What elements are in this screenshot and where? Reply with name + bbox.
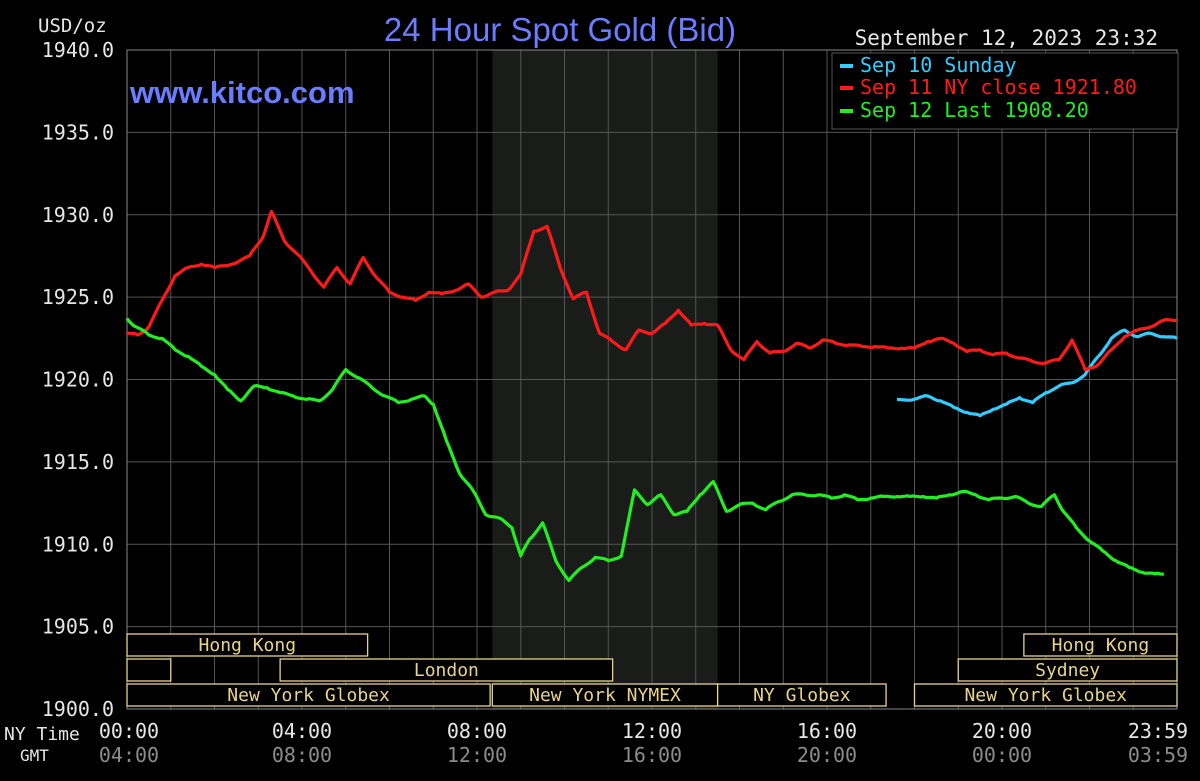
x-tick-label: 23:59 bbox=[1128, 719, 1188, 743]
session-label: New York Globex bbox=[227, 685, 390, 706]
x-tick-label: 20:00 bbox=[972, 719, 1032, 743]
y-tick-label: 1900.0 bbox=[42, 697, 114, 721]
legend-swatch-ny-close bbox=[840, 86, 853, 90]
gmt-tick-label: 00:00 bbox=[972, 743, 1032, 767]
gmt-row-label: GMT bbox=[20, 746, 49, 765]
session-box bbox=[126, 633, 369, 657]
x-tick-label: 08:00 bbox=[447, 719, 507, 743]
legend-item-sunday: Sep 10 Sunday bbox=[860, 53, 1017, 77]
legend-item-last: Sep 12 Last 1908.20 bbox=[860, 98, 1089, 122]
market-sessions: Hong Kong London New York Globex New York N… bbox=[126, 633, 1178, 707]
y-tick-label: 1935.0 bbox=[42, 120, 114, 144]
chart-title: 24 Hour Spot Gold (Bid) bbox=[384, 11, 736, 48]
gmt-tick-label: 08:00 bbox=[272, 743, 332, 767]
session-box bbox=[913, 683, 1178, 707]
session-box bbox=[279, 658, 614, 682]
y-unit-label: USD/oz bbox=[38, 15, 107, 37]
timestamp: September 12, 2023 23:32 bbox=[855, 26, 1158, 50]
y-tick-label: 1920.0 bbox=[42, 368, 114, 392]
session-label: Hong Kong bbox=[199, 635, 297, 656]
plot-border bbox=[126, 49, 1178, 710]
gmt-tick-label: 20:00 bbox=[797, 743, 857, 767]
legend-swatch-last bbox=[840, 109, 853, 113]
axis-labels: 1940.0 1935.0 1930.0 1925.0 1920.0 1915.0 1910… bbox=[42, 38, 1188, 767]
website-watermark: www.kitco.com bbox=[129, 75, 355, 110]
y-tick-label: 1915.0 bbox=[42, 450, 114, 474]
y-tick-label: 1905.0 bbox=[42, 615, 114, 639]
session-label: London bbox=[414, 660, 479, 681]
gmt-tick-label: 03:59 bbox=[1128, 743, 1188, 767]
session-label: Hong Kong bbox=[1052, 635, 1150, 656]
series-line-sep11-ny-close bbox=[126, 209, 1178, 372]
legend-box bbox=[831, 52, 1179, 130]
session-label: New York NYMEX bbox=[529, 685, 681, 706]
price-series-group bbox=[125, 209, 1178, 583]
y-tick-label: 1930.0 bbox=[42, 203, 114, 227]
session-box bbox=[1023, 633, 1178, 657]
x-tick-label: 00:00 bbox=[99, 719, 159, 743]
session-box bbox=[957, 658, 1178, 682]
x-tick-label: 12:00 bbox=[622, 719, 682, 743]
y-tick-label: 1910.0 bbox=[42, 532, 114, 556]
gmt-tick-label: 12:00 bbox=[447, 743, 507, 767]
legend-swatch-sunday bbox=[840, 64, 853, 68]
y-tick-label: 1940.0 bbox=[42, 38, 114, 62]
session-label: New York Globex bbox=[964, 685, 1127, 706]
session-box bbox=[126, 683, 491, 707]
session-box bbox=[716, 683, 887, 707]
legend-item-ny-close: Sep 11 NY close 1921.80 bbox=[860, 75, 1137, 99]
session-label: NY Globex bbox=[753, 685, 851, 706]
chart-legend: Sep 10 Sunday Sep 11 NY close 1921.80 Se… bbox=[831, 52, 1179, 130]
gmt-tick-label: 16:00 bbox=[622, 743, 682, 767]
session-label: Sydney bbox=[1035, 660, 1100, 681]
y-tick-label: 1925.0 bbox=[42, 285, 114, 309]
x-tick-label: 04:00 bbox=[272, 719, 332, 743]
series-line-sep12-last bbox=[125, 317, 1165, 583]
x-tick-label: 16:00 bbox=[797, 719, 857, 743]
ny-time-row-label: NY Time bbox=[4, 724, 80, 745]
gmt-tick-label: 04:00 bbox=[99, 743, 159, 767]
session-box bbox=[126, 658, 172, 682]
